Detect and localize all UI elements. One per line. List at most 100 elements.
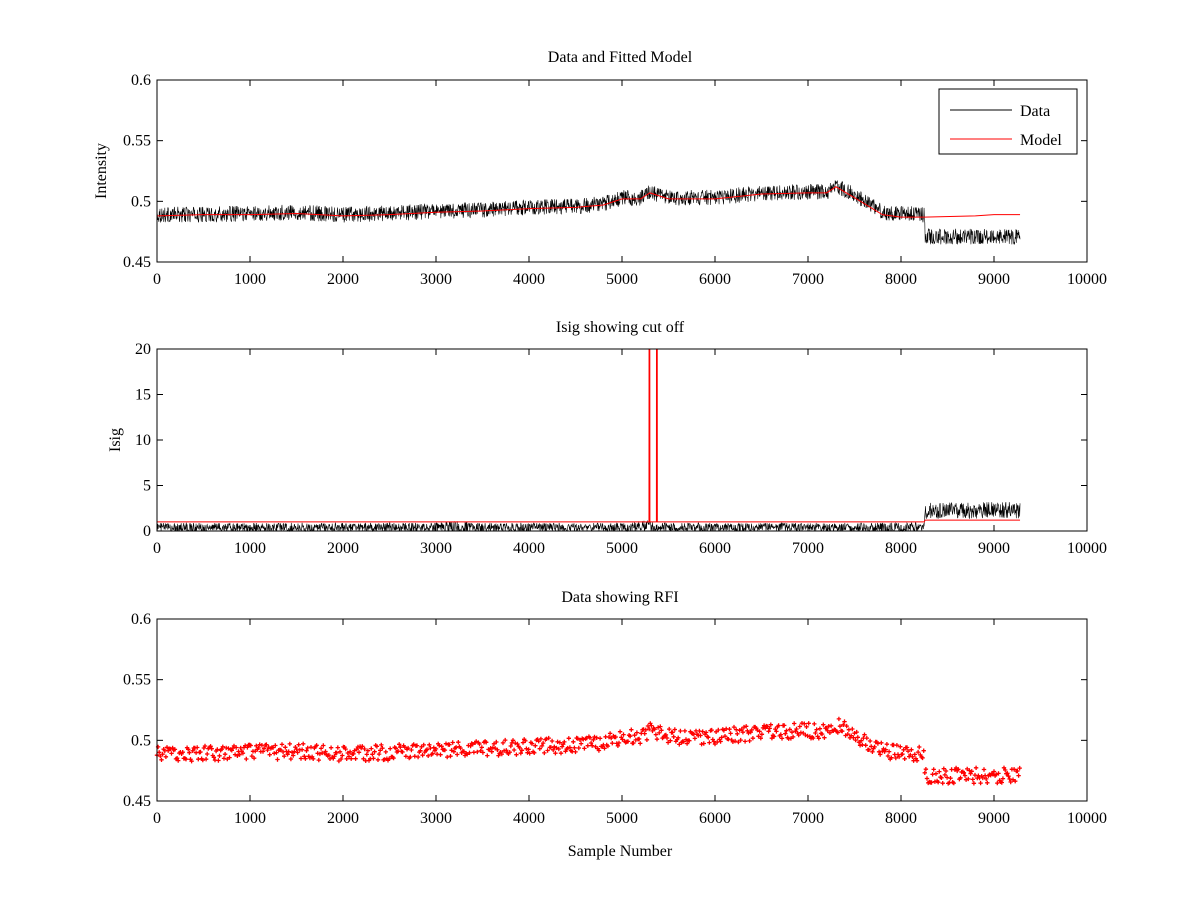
data-point [562, 739, 567, 745]
data-point [398, 745, 403, 750]
data-point [883, 747, 888, 752]
data-point [819, 731, 825, 737]
data-point [529, 741, 535, 746]
data-point [286, 749, 291, 754]
data-point [400, 749, 405, 755]
data-point [748, 730, 753, 735]
data-point [744, 724, 749, 729]
data-point [971, 781, 977, 786]
data-point [450, 740, 455, 745]
data-point [503, 737, 508, 743]
data-point [634, 730, 640, 735]
data-point [846, 727, 852, 732]
series-line-series-0 [156, 501, 1021, 533]
data-point [944, 775, 950, 780]
data-point [244, 756, 249, 762]
data-point [787, 727, 792, 732]
data-point [254, 743, 259, 748]
data-point [768, 722, 773, 727]
data-point [295, 750, 300, 755]
y-tick-label: 0.45 [123, 793, 151, 810]
data-point [491, 741, 497, 746]
data-point [613, 734, 618, 740]
data-point [426, 753, 431, 758]
data-point [403, 754, 409, 759]
x-tick-label: 3000 [420, 540, 452, 557]
data-point [321, 743, 326, 748]
y-tick-label: 15 [135, 387, 151, 404]
data-point [617, 729, 623, 734]
data-point [190, 748, 195, 753]
data-point [174, 756, 180, 761]
x-tick-label: 2000 [327, 810, 359, 827]
chart-title: Data and Fitted Model [548, 49, 693, 66]
data-point [556, 746, 561, 752]
data-point [750, 736, 756, 741]
data-point [956, 767, 961, 772]
x-tick-label: 5000 [606, 540, 638, 557]
data-point [208, 744, 213, 749]
x-tick-label: 9000 [978, 271, 1010, 288]
data-point [875, 741, 881, 746]
data-point [822, 735, 827, 740]
data-point [447, 742, 452, 747]
data-point [418, 748, 423, 753]
data-point [245, 745, 250, 750]
data-point [260, 749, 266, 754]
data-point [189, 759, 194, 764]
data-point [885, 753, 891, 759]
data-point [933, 771, 939, 776]
data-point [676, 735, 681, 740]
data-point [323, 749, 328, 754]
data-point [811, 735, 816, 741]
data-point [415, 754, 421, 760]
legend: Data Model [938, 88, 1078, 155]
data-point [615, 743, 621, 748]
data-point [559, 744, 565, 749]
data-point [657, 730, 662, 736]
data-point [591, 737, 596, 742]
data-point [439, 744, 444, 749]
data-point [649, 723, 654, 728]
x-tick-label: 10000 [1067, 810, 1107, 827]
data-point [981, 767, 987, 772]
x-tick-label: 7000 [792, 271, 824, 288]
data-point [692, 736, 698, 741]
data-point [517, 745, 522, 751]
x-tick-label: 6000 [699, 810, 731, 827]
data-point [305, 745, 310, 751]
y-tick-label: 20 [135, 341, 151, 358]
data-point [215, 747, 220, 752]
data-point [870, 749, 875, 754]
data-point [397, 742, 402, 747]
data-point [412, 754, 417, 759]
data-point [169, 751, 174, 756]
data-point [551, 747, 556, 752]
data-point [837, 724, 843, 729]
data-point [448, 754, 453, 759]
data-point [943, 768, 949, 774]
data-point [678, 728, 683, 734]
data-point [265, 747, 270, 753]
data-point [894, 743, 900, 748]
data-point [458, 745, 463, 751]
data-point [484, 740, 489, 745]
data-point [202, 743, 208, 749]
x-tick-label: 7000 [792, 810, 824, 827]
data-point [542, 750, 547, 756]
y-tick-label: 0.6 [131, 611, 151, 628]
series-line-data [156, 180, 1021, 245]
data-point [632, 733, 637, 738]
data-point [378, 748, 383, 753]
data-point [380, 746, 385, 751]
x-tick-label: 3000 [420, 810, 452, 827]
data-point [479, 745, 484, 750]
series-line-series-1 [157, 348, 1021, 523]
data-point [684, 741, 690, 746]
data-point [251, 756, 257, 761]
data-point [351, 751, 356, 756]
data-point [745, 728, 750, 733]
data-point [465, 752, 470, 757]
data-point [845, 732, 850, 737]
